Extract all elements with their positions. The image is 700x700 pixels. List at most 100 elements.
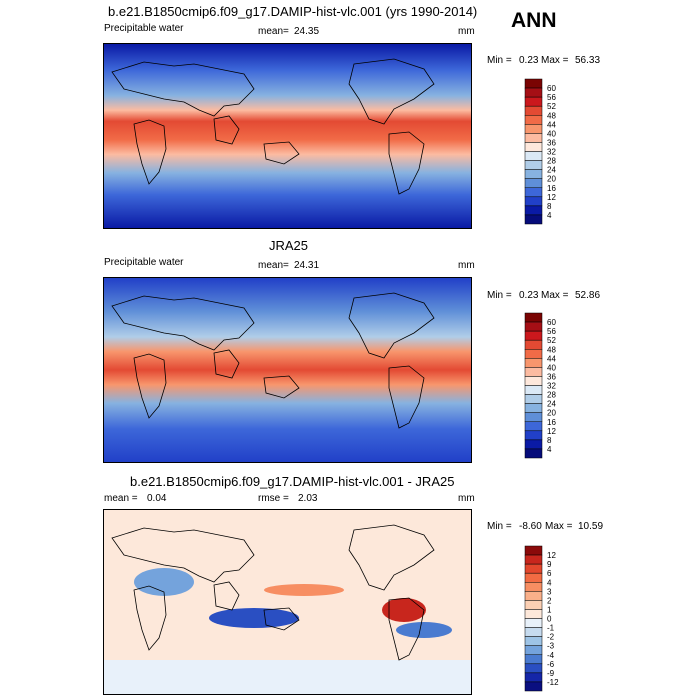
panel3-max-value: 10.59: [578, 521, 604, 532]
colorbar-swatch: [524, 124, 543, 134]
panel3-rmse-label: rmse =: [258, 493, 289, 504]
season-label: ANN: [511, 9, 557, 32]
colorbar-swatch: [524, 421, 543, 432]
colorbar-swatch: [524, 618, 543, 628]
colorbar-tick-label: 4: [547, 211, 552, 220]
panel2-max-value: 52.86: [575, 290, 601, 301]
panel3-min-value: -8.60: [519, 521, 542, 532]
colorbar-tick-label: 48: [547, 345, 556, 354]
colorbar-tick-label: -9: [547, 669, 555, 678]
colorbar-tick-label: 44: [547, 120, 556, 129]
colorbar-swatch: [524, 394, 543, 404]
colorbar-swatch: [524, 349, 543, 359]
colorbar-tick-label: 3: [547, 587, 552, 596]
colorbar-tick-label: 28: [547, 391, 556, 400]
colorbar-swatch: [524, 439, 543, 450]
colorbar-swatch: [524, 385, 543, 395]
colorbar-swatch: [524, 412, 543, 423]
panel3-title: b.e21.B1850cmip6.f09_g17.DAMIP-hist-vlc.…: [130, 474, 455, 489]
colorbar-swatch: [524, 87, 543, 98]
panel2-max-label: Max =: [541, 290, 569, 301]
colorbar-swatch: [524, 142, 543, 152]
colorbar-swatch: [524, 205, 543, 216]
panel3-min-label: Min =: [487, 521, 512, 532]
colorbar-swatch: [524, 169, 543, 179]
panel2-title: JRA25: [269, 238, 309, 253]
panel1-max-value: 56.33: [575, 55, 601, 66]
colorbar-swatch: [524, 133, 543, 143]
colorbar-swatch: [524, 151, 543, 161]
colorbar-swatch: [524, 160, 543, 170]
panel2-colorbar: 60 56 52 48 44 40 36 32 28 24 20 16 12 8 4: [524, 312, 585, 459]
panel1-colorbar: 60 56 52 48 44 40 36 32 28 24 20 16 12 8 4: [524, 78, 585, 225]
colorbar-tick-label: 12: [547, 427, 556, 436]
panel3-mean-value: 0.04: [147, 493, 167, 504]
colorbar-swatch: [524, 636, 543, 646]
colorbar-tick-label: 28: [547, 157, 556, 166]
panel3-map-svg: [104, 510, 471, 694]
colorbar-swatch: [524, 115, 543, 125]
colorbar-swatch: [524, 105, 543, 116]
colorbar-tick-label: 0: [547, 615, 552, 624]
panel1-min-value: 0.23: [519, 55, 539, 66]
colorbar-tick-label: 4: [547, 578, 552, 587]
colorbar-tick-label: 12: [547, 193, 556, 202]
panel2-min-label: Min =: [487, 290, 512, 301]
panel1-title: b.e21.B1850cmip6.f09_g17.DAMIP-hist-vlc.…: [108, 4, 478, 19]
colorbar-swatch: [524, 187, 543, 198]
colorbar-tick-label: -12: [547, 678, 559, 687]
colorbar-swatch: [524, 178, 543, 189]
colorbar-tick-label: 16: [547, 418, 556, 427]
panel2-min-value: 0.23: [519, 290, 539, 301]
colorbar-tick-label: 2: [547, 596, 552, 605]
colorbar-tick-label: -6: [547, 660, 555, 669]
colorbar-swatch: [524, 214, 543, 225]
colorbar-tick-label: 16: [547, 184, 556, 193]
panel2-mean-value: 24.31: [294, 260, 320, 271]
panel1-max-label: Max =: [541, 55, 569, 66]
panel1-mean-label: mean=: [258, 26, 289, 37]
panel2-variable: Precipitable water: [104, 257, 184, 268]
colorbar-tick-label: 9: [547, 560, 552, 569]
panel1-map: [103, 43, 472, 229]
colorbar-tick-label: 60: [547, 84, 556, 93]
colorbar-tick-label: 8: [547, 202, 552, 211]
colorbar-swatch: [524, 645, 543, 656]
colorbar-swatch: [524, 196, 543, 207]
colorbar-swatch: [524, 563, 543, 574]
colorbar-tick-label: 24: [547, 400, 556, 409]
colorbar-swatch: [524, 403, 543, 413]
panel1-units: mm: [458, 26, 475, 37]
panel3-map: [103, 509, 472, 695]
colorbar-tick-label: -1: [547, 624, 555, 633]
colorbar-swatch: [524, 600, 543, 610]
panel2-mean-label: mean=: [258, 260, 289, 271]
colorbar-swatch: [524, 627, 543, 637]
colorbar-swatch: [524, 672, 543, 683]
panel2-map: [103, 277, 472, 463]
colorbar-tick-label: 4: [547, 445, 552, 454]
colorbar-tick-label: 44: [547, 354, 556, 363]
colorbar-swatch: [524, 330, 543, 341]
colorbar-swatch: [524, 609, 543, 619]
colorbar-tick-label: 6: [547, 569, 552, 578]
panel2-units: mm: [458, 260, 475, 271]
colorbar-swatch: [524, 663, 543, 674]
colorbar-tick-label: 56: [547, 327, 556, 336]
colorbar-tick-label: -3: [547, 642, 555, 651]
colorbar-swatch: [524, 78, 543, 89]
panel1-variable: Precipitable water: [104, 23, 184, 34]
colorbar-tick-label: 52: [547, 102, 556, 111]
colorbar-tick-label: 40: [547, 129, 556, 138]
colorbar-tick-label: 20: [547, 175, 556, 184]
colorbar-tick-label: 20: [547, 409, 556, 418]
colorbar-swatch: [524, 358, 543, 368]
colorbar-tick-label: 24: [547, 166, 556, 175]
colorbar-tick-label: 1: [547, 605, 552, 614]
colorbar-swatch: [524, 448, 543, 459]
colorbar-swatch: [524, 339, 543, 350]
colorbar-tick-label: -2: [547, 633, 555, 642]
panel3-colorbar: 12 9 6 4 3 2 1 0 -1 -2 -3 -4 -6 -9 -12: [524, 545, 585, 692]
